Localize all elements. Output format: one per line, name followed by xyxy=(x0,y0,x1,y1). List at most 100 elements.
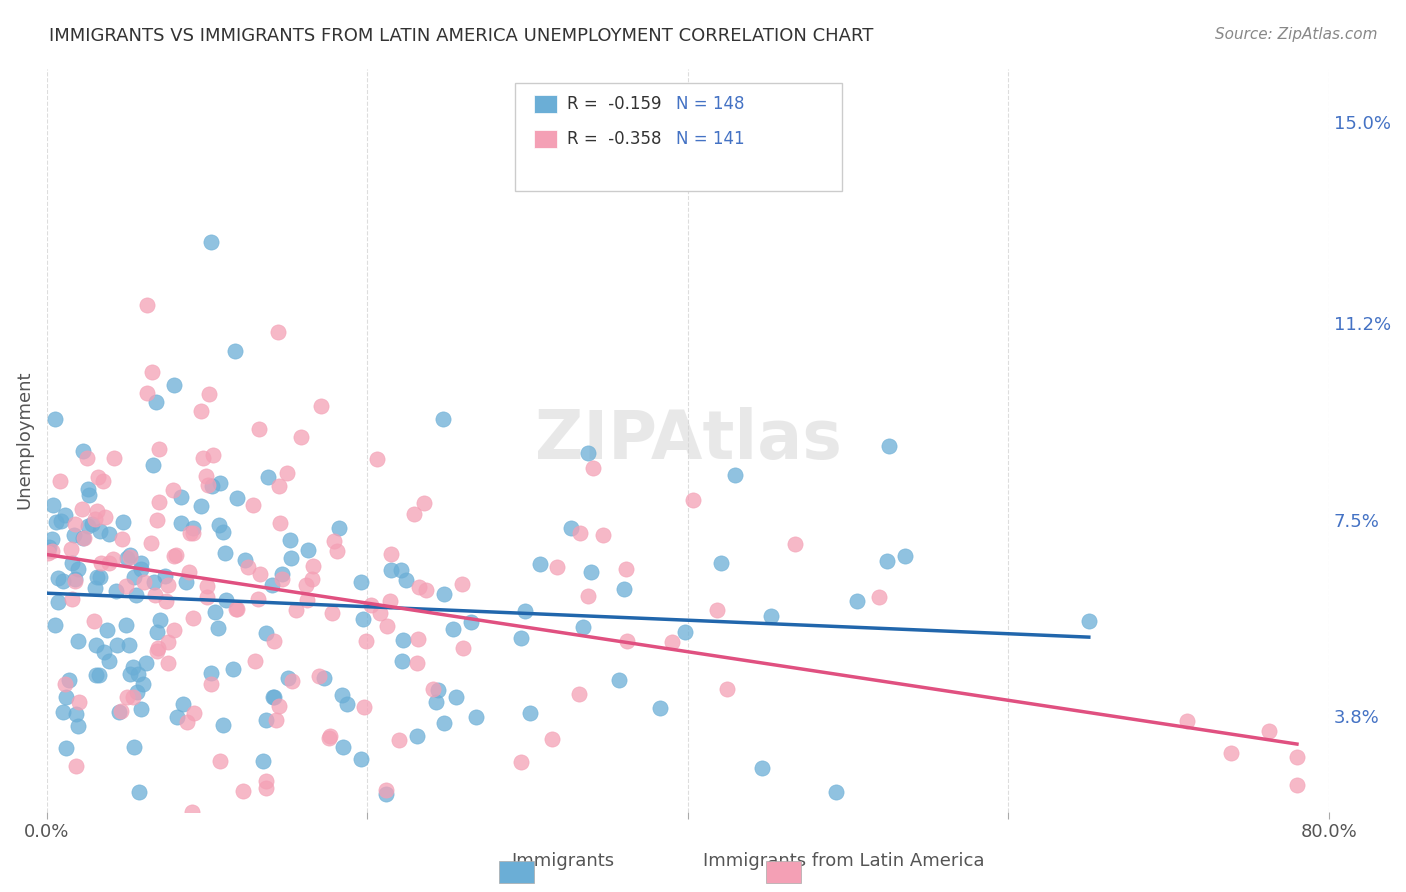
Point xyxy=(72,502,94,516)
Point xyxy=(541,731,564,746)
Point xyxy=(269,516,291,531)
Point xyxy=(412,496,434,510)
Point xyxy=(191,450,214,465)
Text: Immigrants: Immigrants xyxy=(510,852,614,870)
Point xyxy=(117,551,139,566)
Point xyxy=(877,439,900,453)
Point xyxy=(252,754,274,768)
Point xyxy=(433,587,456,601)
Point xyxy=(98,557,121,571)
Point xyxy=(519,706,541,721)
Point xyxy=(297,592,319,607)
Point xyxy=(94,510,117,524)
Point xyxy=(846,594,869,608)
Point xyxy=(195,579,218,593)
Point xyxy=(254,625,277,640)
Point xyxy=(121,690,143,705)
Point xyxy=(60,592,83,607)
Point xyxy=(295,577,318,591)
Point xyxy=(72,531,94,545)
Point xyxy=(297,543,319,558)
Point xyxy=(209,476,232,491)
Bar xyxy=(534,95,557,113)
Point xyxy=(170,516,193,531)
Point xyxy=(247,591,270,606)
Point xyxy=(350,575,373,590)
Point xyxy=(190,499,212,513)
Point xyxy=(111,533,134,547)
Point xyxy=(270,572,292,586)
Point xyxy=(41,544,63,558)
Point xyxy=(46,571,69,585)
Point xyxy=(181,526,204,541)
Point xyxy=(125,685,148,699)
Point xyxy=(568,687,591,701)
Point xyxy=(136,385,159,400)
Point xyxy=(233,552,256,566)
Point xyxy=(208,517,231,532)
Point xyxy=(332,739,354,754)
Point xyxy=(111,515,134,529)
Bar xyxy=(534,130,557,148)
Point xyxy=(706,603,728,617)
Point xyxy=(214,546,236,560)
Point xyxy=(389,563,412,577)
Point xyxy=(59,541,82,556)
Point xyxy=(433,716,456,731)
Point xyxy=(408,580,430,594)
Point xyxy=(80,516,103,531)
Point xyxy=(249,566,271,581)
Point xyxy=(277,672,299,686)
Point xyxy=(202,448,225,462)
Point xyxy=(67,695,90,709)
Point xyxy=(613,582,636,597)
Point xyxy=(281,673,304,688)
Point xyxy=(146,513,169,527)
Text: N = 148: N = 148 xyxy=(676,95,744,112)
Point xyxy=(84,582,107,596)
Point xyxy=(380,562,402,576)
Point xyxy=(576,446,599,460)
Point xyxy=(163,623,186,637)
Point xyxy=(290,430,312,444)
Point xyxy=(263,690,285,704)
Point xyxy=(177,566,200,580)
Point xyxy=(422,682,444,697)
Point xyxy=(267,325,290,339)
Point xyxy=(157,635,180,649)
Point xyxy=(529,558,551,572)
Point xyxy=(232,784,254,798)
Point xyxy=(122,739,145,754)
Point xyxy=(256,470,278,484)
Point xyxy=(183,611,205,625)
Point xyxy=(63,528,86,542)
Point xyxy=(128,785,150,799)
Text: R =  -0.159: R = -0.159 xyxy=(567,95,661,112)
Point xyxy=(200,235,222,250)
Point xyxy=(89,524,111,538)
Point xyxy=(226,491,249,506)
Point xyxy=(441,622,464,636)
Point xyxy=(190,403,212,417)
Point xyxy=(262,690,284,705)
Point xyxy=(163,549,186,564)
Point xyxy=(254,713,277,727)
Point xyxy=(170,490,193,504)
Point xyxy=(41,533,63,547)
Point xyxy=(172,697,194,711)
Point xyxy=(868,591,890,605)
Point xyxy=(76,451,98,466)
Point xyxy=(73,531,96,545)
Point xyxy=(375,782,398,797)
Point xyxy=(141,365,163,379)
Point xyxy=(65,706,87,721)
Point xyxy=(122,570,145,584)
Point xyxy=(63,574,86,588)
Point xyxy=(72,443,94,458)
Point xyxy=(427,683,450,698)
Point xyxy=(263,634,285,648)
Point xyxy=(260,578,283,592)
Point xyxy=(1222,831,1244,846)
Point xyxy=(44,412,66,426)
Bar xyxy=(515,83,842,191)
